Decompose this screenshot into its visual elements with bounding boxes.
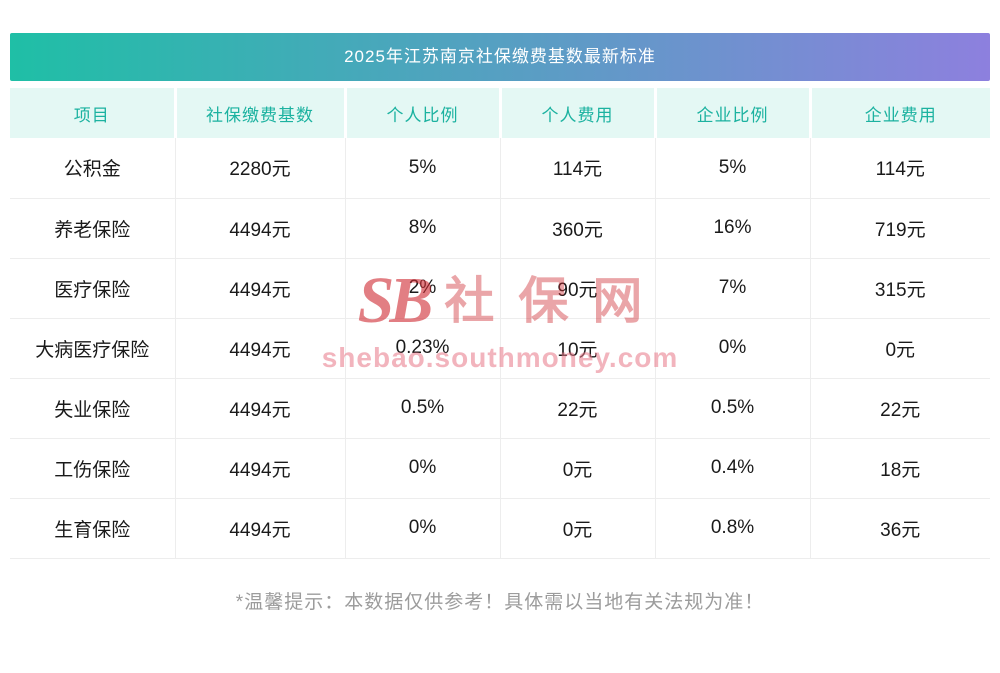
row-label-cell: 公积金 xyxy=(10,138,175,199)
row-label-cell: 养老保险 xyxy=(10,198,175,259)
value-cell: 4494元 xyxy=(174,198,345,259)
value-cell: 114元 xyxy=(499,138,655,199)
value-cell: 90元 xyxy=(499,258,655,319)
value-cell: 0.5% xyxy=(344,378,500,439)
value-cell: 8% xyxy=(344,198,500,259)
value-cell: 0.5% xyxy=(654,378,810,439)
value-cell: 22元 xyxy=(499,378,655,439)
value-cell: 10元 xyxy=(499,318,655,379)
column-header-company-fee: 企业费用 xyxy=(808,88,990,138)
value-cell: 0.4% xyxy=(654,438,810,499)
value-cell: 0.23% xyxy=(344,318,500,379)
table-row: 失业保险 4494元 0.5% 22元 0.5% 22元 xyxy=(10,378,990,439)
row-label-cell: 大病医疗保险 xyxy=(10,318,175,379)
value-cell: 114元 xyxy=(809,138,990,199)
value-cell: 315元 xyxy=(809,258,990,319)
row-label-cell: 工伤保险 xyxy=(10,438,175,499)
value-cell: 4494元 xyxy=(174,498,345,559)
value-cell: 0% xyxy=(654,318,810,379)
table-row: 工伤保险 4494元 0% 0元 0.4% 18元 xyxy=(10,438,990,499)
table-row: 养老保险 4494元 8% 360元 16% 719元 xyxy=(10,198,990,259)
value-cell: 0.8% xyxy=(654,498,810,559)
column-header-base: 社保缴费基数 xyxy=(173,88,345,138)
footer-note: *温馨提示：本数据仅供参考！具体需以当地有关法规为准！ xyxy=(235,591,765,613)
value-cell: 4494元 xyxy=(174,438,345,499)
value-cell: 7% xyxy=(654,258,810,319)
value-cell: 18元 xyxy=(809,438,990,499)
value-cell: 4494元 xyxy=(174,318,345,379)
value-cell: 4494元 xyxy=(174,258,345,319)
value-cell: 0元 xyxy=(809,318,990,379)
table-sheet: 2025年江苏南京社保缴费基数最新标准 项目 社保缴费基数 个人比例 个人费用 … xyxy=(10,33,990,614)
row-label-cell: 生育保险 xyxy=(10,498,175,559)
value-cell: 22元 xyxy=(809,378,990,439)
page-title: 2025年江苏南京社保缴费基数最新标准 xyxy=(10,33,990,81)
table-header: 项目 社保缴费基数 个人比例 个人费用 企业比例 企业费用 xyxy=(10,88,990,138)
value-cell: 5% xyxy=(344,138,500,199)
value-cell: 4494元 xyxy=(174,378,345,439)
column-header-personal-ratio: 个人比例 xyxy=(343,88,500,138)
social-insurance-table: 项目 社保缴费基数 个人比例 个人费用 企业比例 企业费用 公积金 2280元 5%… xyxy=(10,88,990,559)
value-cell: 719元 xyxy=(809,198,990,259)
table-row: 医疗保险 4494元 2% 90元 7% 315元 xyxy=(10,258,990,319)
value-cell: 0元 xyxy=(499,438,655,499)
value-cell: 0% xyxy=(344,498,500,559)
table-row: 大病医疗保险 4494元 0.23% 10元 0% 0元 xyxy=(10,318,990,379)
value-cell: 2% xyxy=(344,258,500,319)
column-header-personal-fee: 个人费用 xyxy=(498,88,655,138)
column-header-project: 项目 xyxy=(10,88,175,138)
value-cell: 5% xyxy=(654,138,810,199)
table-row: 生育保险 4494元 0% 0元 0.8% 36元 xyxy=(10,498,990,559)
table-row: 公积金 2280元 5% 114元 5% 114元 xyxy=(10,138,990,199)
column-header-company-ratio: 企业比例 xyxy=(653,88,810,138)
value-cell: 360元 xyxy=(499,198,655,259)
value-cell: 36元 xyxy=(809,498,990,559)
row-label-cell: 医疗保险 xyxy=(10,258,175,319)
value-cell: 2280元 xyxy=(174,138,345,199)
value-cell: 0元 xyxy=(499,498,655,559)
header-row: 项目 社保缴费基数 个人比例 个人费用 企业比例 企业费用 xyxy=(10,88,990,138)
value-cell: 0% xyxy=(344,438,500,499)
row-label-cell: 失业保险 xyxy=(10,378,175,439)
table-body: 公积金 2280元 5% 114元 5% 114元 养老保险 4494元 8% 360元 16% 71… xyxy=(10,138,990,559)
value-cell: 16% xyxy=(654,198,810,259)
